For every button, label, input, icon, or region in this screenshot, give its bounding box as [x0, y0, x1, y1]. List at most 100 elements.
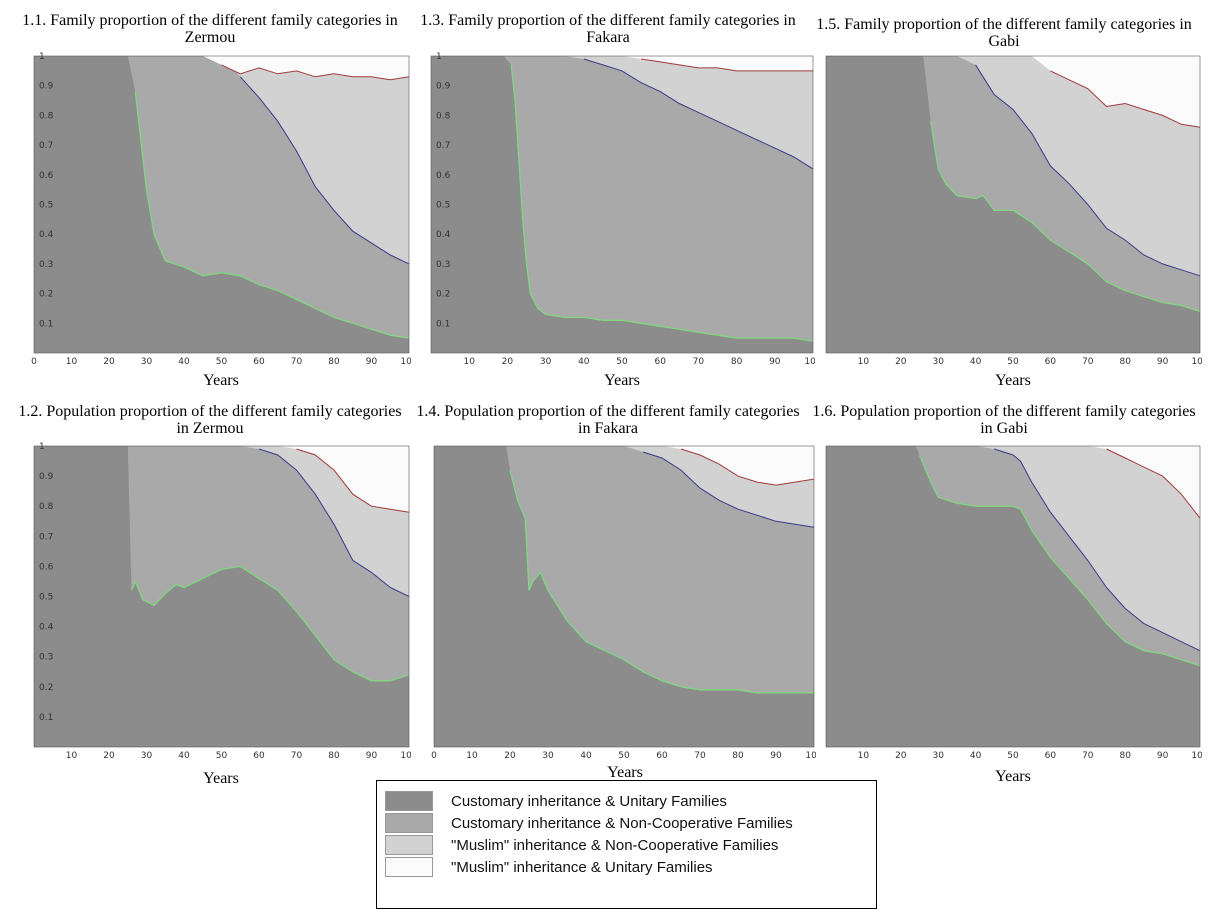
- y-tick-label: 1: [39, 52, 45, 62]
- area-muslim-unitary: [34, 56, 409, 80]
- legend-item: "Muslim" inheritance & Unitary Families: [385, 856, 713, 878]
- legend-swatch-customary-noncooperative: [385, 813, 433, 833]
- x-tick-label: 70: [291, 751, 303, 761]
- boundary-line-3: [680, 448, 815, 486]
- x-tick-label: 0: [431, 751, 437, 761]
- x-tick-label: 60: [654, 357, 666, 367]
- x-axis-label: Years: [604, 372, 640, 389]
- x-tick-label: 60: [656, 751, 668, 761]
- x-tick-label: 90: [366, 751, 378, 761]
- chart-title: 1.6. Population proportion of the differ…: [812, 403, 1196, 437]
- x-tick-label: 100: [400, 357, 411, 367]
- y-tick-label: 0.8: [39, 502, 54, 512]
- x-tick-label: 10: [66, 751, 78, 761]
- plot-frame: [825, 55, 1201, 354]
- boundary-line-1: [509, 469, 814, 694]
- x-tick-label: 20: [504, 751, 516, 761]
- area-muslim-noncooperative: [34, 446, 409, 597]
- chart-plot: 10 20 30 40 50 60 70 80 90 100: [825, 55, 1202, 367]
- x-tick-label: 70: [694, 751, 706, 761]
- y-tick-label: 0.1: [436, 319, 450, 329]
- x-tick-label: 100: [1191, 357, 1202, 367]
- x-tick-label: 20: [502, 357, 514, 367]
- plot-frame: [33, 55, 410, 354]
- x-tick-label: 100: [804, 357, 815, 367]
- x-tick-label: 40: [178, 751, 190, 761]
- boundary-line-2: [583, 58, 814, 170]
- boundary-line-2: [994, 448, 1201, 652]
- x-tick-label: 30: [542, 751, 554, 761]
- boundary-line-1: [134, 91, 410, 339]
- x-tick-label: 60: [253, 751, 265, 761]
- plot-frame: [433, 445, 815, 748]
- legend-swatch-muslim-noncooperative: [385, 835, 433, 855]
- x-tick-label: 70: [1082, 357, 1094, 367]
- chart-plot: 10 20 30 40 50 60 70 80 90 100: [825, 445, 1202, 761]
- x-tick-label: 50: [618, 751, 630, 761]
- legend-label: Customary inheritance & Non-Cooperative …: [451, 814, 793, 832]
- x-tick-label: 50: [1007, 357, 1019, 367]
- x-tick-label: 60: [1045, 357, 1057, 367]
- x-tick-label: 40: [178, 357, 190, 367]
- y-tick-label: 1: [39, 442, 45, 452]
- y-tick-label: 0.4: [39, 623, 54, 633]
- x-tick-label: 90: [770, 751, 782, 761]
- x-tick-label: 90: [769, 357, 781, 367]
- x-tick-label: 70: [291, 357, 303, 367]
- x-tick-label: 50: [216, 751, 228, 761]
- y-tick-label: 0.6: [39, 171, 54, 181]
- x-tick-label: 80: [328, 357, 340, 367]
- legend-label: "Muslim" inheritance & Non-Cooperative F…: [451, 836, 779, 854]
- y-tick-label: 0.7: [39, 532, 53, 542]
- legend-swatch-customary-unitary: [385, 791, 433, 811]
- x-axis-label: Years: [995, 372, 1031, 389]
- chart-title: 1.1. Family proportion of the different …: [22, 12, 398, 46]
- x-tick-label: 60: [253, 357, 265, 367]
- x-tick-label: 40: [970, 751, 982, 761]
- boundary-line-2: [258, 448, 410, 597]
- boundary-line-3: [1106, 448, 1201, 519]
- plot-frame: [825, 445, 1201, 748]
- x-tick-label: 10: [858, 751, 870, 761]
- legend-label: "Muslim" inheritance & Unitary Families: [451, 858, 713, 876]
- x-tick-label: 50: [1007, 751, 1019, 761]
- x-tick-label: 80: [328, 751, 340, 761]
- x-axis-label: Years: [995, 768, 1031, 785]
- chart-title: 1.2. Population proportion of the differ…: [18, 403, 402, 437]
- legend: Customary inheritance & Unitary Families…: [376, 780, 877, 909]
- x-axis-label: Years: [203, 372, 239, 389]
- x-tick-label: 10: [466, 751, 478, 761]
- x-tick-label: 0: [31, 357, 37, 367]
- x-axis-label: Years: [607, 764, 643, 781]
- x-tick-label: 80: [731, 357, 743, 367]
- y-tick-label: 0.6: [39, 562, 54, 572]
- legend-swatch-muslim-unitary: [385, 857, 433, 877]
- x-tick-label: 20: [103, 751, 115, 761]
- y-tick-label: 0.3: [39, 260, 53, 270]
- boundary-line-3: [296, 448, 410, 513]
- x-tick-label: 30: [932, 357, 944, 367]
- x-tick-label: 30: [540, 357, 552, 367]
- area-muslim-unitary: [826, 56, 1200, 128]
- area-muslim-noncooperative: [826, 446, 1200, 651]
- x-tick-label: 20: [895, 751, 907, 761]
- area-customary-noncooperative: [434, 446, 814, 693]
- boundary-line-3: [1050, 70, 1201, 128]
- boundary-line-2: [239, 76, 410, 265]
- y-tick-label: 0.7: [436, 141, 450, 151]
- x-tick-label: 80: [1119, 751, 1131, 761]
- x-tick-label: 50: [616, 357, 628, 367]
- x-tick-label: 70: [693, 357, 705, 367]
- x-tick-label: 30: [932, 751, 944, 761]
- y-tick-label: 0.2: [436, 290, 450, 300]
- x-tick-label: 30: [141, 357, 153, 367]
- x-tick-label: 40: [580, 751, 592, 761]
- chart-plot: 0 10 20 30 40 50 60 70 80 90 100: [431, 445, 816, 761]
- chart-plot: 10 20 30 40 50 60 70 80 90 100 0.1 0.2 0.3 0.4 0.5 0.6 0…: [33, 442, 411, 761]
- x-tick-label: 20: [895, 357, 907, 367]
- y-tick-label: 0.4: [39, 230, 54, 240]
- y-tick-label: 0.8: [39, 111, 54, 121]
- x-tick-label: 20: [103, 357, 115, 367]
- x-tick-label: 90: [366, 357, 378, 367]
- x-tick-label: 50: [216, 357, 228, 367]
